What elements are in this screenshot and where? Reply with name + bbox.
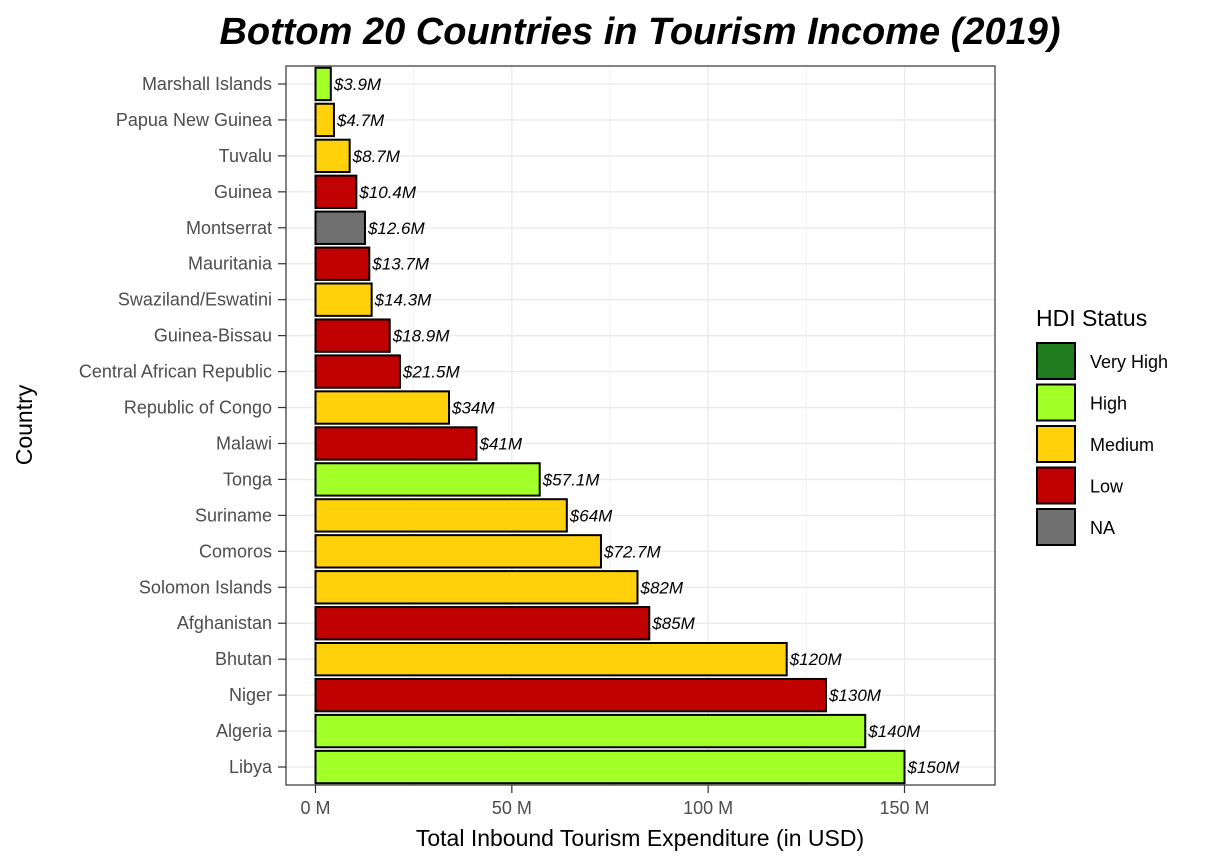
legend-swatch [1036,425,1076,463]
data-label: $14.3M [374,291,433,310]
y-tick-label: Niger [229,685,272,705]
bar-niger [314,677,827,713]
bar-comoros [314,534,602,569]
bar-marshall-islands [314,66,332,102]
legend-swatch [1036,342,1076,380]
bar-republic-of-congo [314,390,451,425]
bar-papua-new-guinea [314,102,335,138]
data-label: $10.4M [358,183,417,202]
y-tick-label: Montserrat [186,218,272,238]
legend-items: Very High High Medium Low NA [1036,342,1168,546]
y-tick-label: Tuvalu [219,146,272,166]
y-tick-label: Mauritania [188,254,273,274]
data-label: $13.7M [371,255,430,274]
data-label: $120M [789,650,843,669]
bar-afghanistan [314,606,651,641]
y-tick-label: Algeria [216,721,273,741]
legend-swatch [1036,383,1076,422]
data-label: $34M [451,399,495,418]
bar-montserrat [314,210,366,245]
y-tick-label: Libya [229,757,273,777]
bar-malawi [314,426,478,461]
y-tick-label: Bhutan [215,649,272,669]
plot-panel [286,66,995,785]
bar-algeria [314,713,867,749]
bar-central-african-republic [314,354,401,389]
legend-label: Medium [1090,435,1154,455]
bar-tonga [314,462,541,497]
bar-swaziland-eswatini [314,282,373,317]
data-label: $21.5M [402,363,461,382]
data-label: $72.7M [603,542,662,561]
x-axis-title: Total Inbound Tourism Expenditure (in US… [416,825,864,851]
y-tick-label: Tonga [223,469,273,489]
data-label: $57.1M [542,470,601,489]
data-label: $3.9M [333,75,382,94]
bar-mauritania [314,246,371,281]
plot-panel-border [285,65,996,786]
bars-layer [314,66,906,785]
x-tick-label: 50 M [492,798,532,818]
y-axis-title: Country [11,384,37,465]
y-tick-label: Malawi [216,433,272,453]
legend-label: Low [1090,477,1124,497]
y-tick-label: Suriname [195,505,272,525]
y-tick-label: Central African Republic [79,362,272,382]
legend-swatch [1036,508,1076,546]
x-axis: 0 M 50 M 100 M 150 M [300,785,930,818]
x-tick-label: 150 M [879,798,929,818]
y-tick-label: Guinea [214,182,273,202]
data-label: $12.6M [367,219,426,238]
y-tick-label: Marshall Islands [142,74,272,94]
bar-guinea [314,174,358,210]
legend-swatch [1036,466,1076,505]
data-label: $18.9M [392,327,451,346]
y-tick-label: Papua New Guinea [116,110,273,130]
data-label: $150M [907,758,961,777]
bar-guinea-bissau [314,318,391,353]
data-label: $82M [639,578,683,597]
legend-label: Very High [1090,352,1168,372]
data-label: $130M [828,686,882,705]
y-axis: Marshall Islands Papua New Guinea Tuvalu Gu… [79,74,286,777]
y-tick-label: Swaziland/Eswatini [118,290,272,310]
data-label: $41M [478,434,522,453]
y-tick-label: Comoros [199,541,272,561]
data-labels-layer: $3.9M $4.7M $8.7M $10.4M $12.6M $13.7M $14.3M $… [333,75,961,777]
bar-libya [314,749,906,785]
bar-suriname [314,498,568,533]
bar-bhutan [314,641,788,677]
data-label: $140M [867,722,921,741]
y-tick-label: Afghanistan [177,613,272,633]
legend-title: HDI Status [1036,305,1147,331]
legend-label: NA [1090,518,1115,538]
data-label: $85M [651,614,695,633]
x-tick-label: 0 M [300,798,330,818]
y-tick-label: Guinea-Bissau [154,326,272,346]
data-label: $64M [569,506,613,525]
chart-title: Bottom 20 Countries in Tourism Income (2… [219,11,1060,53]
y-tick-label: Solomon Islands [139,577,272,597]
data-label: $4.7M [336,111,385,130]
bar-solomon-islands [314,570,639,605]
x-tick-label: 100 M [683,798,733,818]
legend: HDI Status Very High High Medium Low NA [1036,305,1168,546]
legend-label: High [1090,394,1127,414]
bar-tuvalu [314,138,351,174]
data-label: $8.7M [352,147,401,166]
y-tick-label: Republic of Congo [124,398,272,418]
